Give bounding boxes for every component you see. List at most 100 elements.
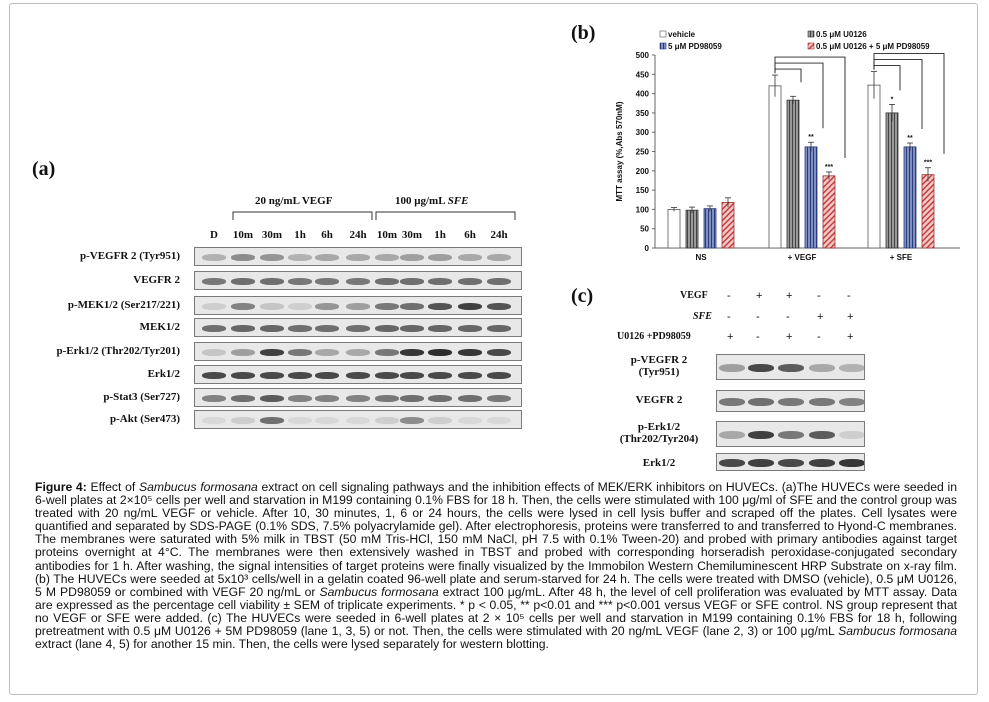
condition-sign: -: [847, 290, 851, 302]
vegf-group-header: 20 ng/mL VEGF: [255, 195, 333, 207]
protein-band: [458, 417, 482, 424]
protein-band: [400, 417, 424, 424]
significance-mark: ***: [825, 164, 833, 171]
protein-band: [288, 254, 312, 261]
lane-label: 1h: [434, 229, 446, 241]
protein-band: [315, 278, 339, 285]
protein-band: [809, 431, 835, 439]
protein-band: [839, 431, 864, 439]
lane-label: 1h: [294, 229, 306, 241]
protein-band: [202, 325, 226, 332]
figure-frame: [9, 3, 978, 695]
protein-band: [346, 303, 370, 310]
caption-species-2: Sambucus formosana: [319, 584, 439, 599]
protein-band: [288, 349, 312, 356]
protein-band: [428, 254, 452, 261]
significance-mark: **: [907, 135, 913, 142]
bar: [885, 112, 899, 249]
western-blot-strip: [194, 247, 522, 266]
blot-label-line: VEGFR 2: [635, 394, 683, 406]
protein-band: [202, 372, 226, 379]
protein-band: [839, 459, 864, 467]
blot-row-label: p-Akt (Ser473): [110, 413, 180, 425]
protein-band: [748, 459, 774, 467]
protein-band: [375, 254, 399, 261]
protein-band: [458, 349, 482, 356]
caption-text-2: extract on cell signaling pathways and t…: [35, 480, 957, 599]
y-tick-label: 100: [636, 205, 650, 214]
bar: [867, 84, 881, 249]
caption-figure-label: Figure 4:: [35, 480, 87, 494]
western-blot-strip: [716, 421, 865, 447]
lane-label: 6h: [321, 229, 333, 241]
protein-band: [375, 325, 399, 332]
y-tick-label: 350: [636, 109, 650, 118]
protein-band: [231, 349, 255, 356]
figure-caption: Figure 4: Effect of Sambucus formosana e…: [35, 480, 957, 652]
bar: [822, 175, 836, 249]
protein-band: [315, 349, 339, 356]
protein-band: [375, 278, 399, 285]
y-tick-label: 500: [636, 51, 650, 60]
protein-band: [375, 417, 399, 424]
legend-swatch: [659, 42, 667, 50]
blot-row-label: p-Stat3 (Ser727): [103, 391, 180, 403]
protein-band: [487, 278, 511, 285]
significance-mark: ***: [924, 160, 932, 167]
condition-sign: -: [727, 290, 731, 302]
protein-band: [375, 349, 399, 356]
protein-band: [487, 349, 511, 356]
protein-band: [288, 278, 312, 285]
y-tick-label: 0: [645, 244, 650, 253]
blot-label-line: (Tyr951): [638, 366, 680, 378]
protein-band: [315, 417, 339, 424]
bar: [804, 146, 818, 249]
protein-band: [231, 325, 255, 332]
mtt-bar-chart: 0 50 100 150 200 250 300 350 400 450 500 MTT assay …: [615, 30, 960, 262]
blot-label-line: p-Erk1/2: [637, 421, 681, 433]
protein-band: [375, 303, 399, 310]
category-label: + VEGF: [788, 253, 817, 262]
protein-band: [778, 431, 804, 439]
protein-band: [202, 349, 226, 356]
protein-band: [839, 398, 864, 406]
western-blot-strip: [716, 354, 865, 380]
protein-band: [778, 398, 804, 406]
protein-band: [288, 417, 312, 424]
lane-label: 30m: [261, 229, 283, 241]
lane-label: D: [210, 229, 218, 241]
blot-label-line: Erk1/2: [642, 457, 676, 469]
protein-band: [202, 417, 226, 424]
y-tick-label: 450: [636, 70, 650, 79]
protein-band: [428, 417, 452, 424]
legend-swatch: [807, 30, 815, 38]
comparison-bracket: [774, 56, 846, 158]
protein-band: [231, 303, 255, 310]
caption-text-4: extract (lane 4, 5) for another 15 min. …: [35, 637, 549, 652]
protein-band: [288, 303, 312, 310]
protein-band: [346, 254, 370, 261]
protein-band: [458, 278, 482, 285]
protein-band: [428, 395, 452, 402]
condition-sign: +: [727, 331, 734, 343]
sfe-group-header: 100 μg/mL SFE: [395, 195, 469, 207]
protein-band: [748, 398, 774, 406]
western-blot-strip: [194, 318, 522, 337]
legend-label: 0.5 μM U0126: [816, 30, 867, 39]
protein-band: [487, 303, 511, 310]
condition-sign: +: [847, 331, 854, 343]
blot-row-label: VEGFR 2: [133, 274, 180, 286]
lane-label: 6h: [464, 229, 476, 241]
y-tick-label: 50: [640, 225, 649, 234]
protein-band: [375, 372, 399, 379]
y-tick-label: 400: [636, 90, 650, 99]
protein-band: [346, 372, 370, 379]
protein-band: [719, 398, 745, 406]
protein-band: [458, 325, 482, 332]
significance-mark: **: [808, 134, 814, 141]
condition-sign: +: [786, 290, 793, 302]
protein-band: [458, 372, 482, 379]
protein-band: [809, 398, 835, 406]
protein-band: [288, 325, 312, 332]
